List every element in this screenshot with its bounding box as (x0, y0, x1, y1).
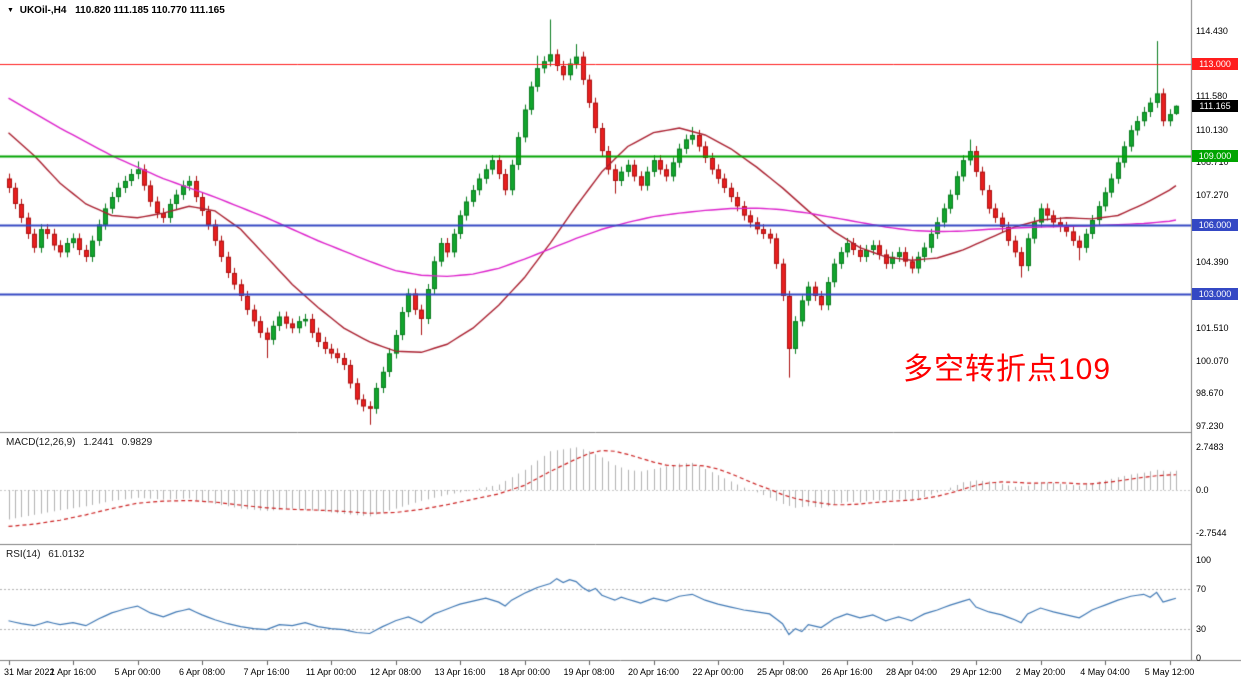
price-tick-label: 107.270 (1196, 190, 1229, 201)
time-tick-label: 29 Apr 12:00 (950, 667, 1002, 677)
time-tick-label: 25 Apr 08:00 (756, 667, 809, 677)
macd-signal-value: 0.9829 (121, 437, 153, 448)
time-tick-label: 5 May 12:00 (1144, 667, 1195, 677)
macd-panel-title: MACD(12,26,9) 1.2441 0.9829 (6, 437, 157, 448)
ohlc-values: 110.820 111.185 110.770 111.165 (75, 5, 225, 16)
rsi-value: 61.0132 (48, 549, 85, 560)
time-tick-label: 11 Apr 00:00 (305, 667, 357, 677)
hline-113-label: 113.000 (1192, 57, 1238, 70)
macd-tick-label: 0.0 (1196, 485, 1209, 495)
price-tick-label: 97.230 (1196, 421, 1224, 432)
price-tick-label: 100.070 (1196, 356, 1229, 367)
time-tick-label: 31 Mar 2022 (4, 667, 55, 677)
time-tick-label: 2 May 20:00 (1015, 667, 1066, 677)
time-tick-label: 28 Apr 04:00 (885, 667, 938, 677)
rsi-tick-label: 30 (1196, 623, 1207, 634)
price-scale[interactable]: 114.430 111.580 110.130 108.710 107.270 104.3… (1191, 0, 1241, 663)
macd-main-value: 1.2441 (83, 437, 114, 448)
time-tick-label: 22 Apr 00:00 (692, 667, 744, 677)
symbol-marker-icon: ▼ (7, 7, 14, 14)
hline-106-label: 106.000 (1192, 218, 1238, 231)
macd-tick-label: -2.7544 (1196, 527, 1227, 538)
hline-109-label: 109.000 (1192, 149, 1238, 162)
time-tick-label: 5 Apr 00:00 (114, 667, 161, 677)
current-price-label: 111.165 (1192, 99, 1238, 112)
price-tick-label: 101.510 (1196, 322, 1229, 333)
time-tick-label: 20 Apr 16:00 (627, 667, 680, 677)
chart-title: ▼ UKOil-,H4 110.820 111.185 110.770 111.… (7, 5, 225, 16)
rsi-tick-label: 0 (1196, 653, 1202, 663)
time-scale[interactable]: 31 Mar 2022 1 Apr 16:00 5 Apr 00:00 6 Apr 0… (0, 660, 1241, 692)
time-tick-label: 12 Apr 08:00 (369, 667, 422, 677)
price-tick-label: 110.130 (1196, 124, 1228, 135)
time-tick-label: 19 Apr 08:00 (563, 667, 615, 677)
rsi-tick-label: 100 (1196, 555, 1212, 565)
time-tick-label: 6 Apr 08:00 (178, 667, 226, 677)
symbol-period-label: UKOil-,H4 (19, 5, 67, 16)
time-tick-label: 18 Apr 00:00 (498, 667, 551, 677)
price-tick-label: 104.390 (1196, 256, 1229, 267)
time-tick-label: 13 Apr 16:00 (434, 667, 486, 677)
hline-103-label: 103.000 (1192, 287, 1238, 300)
price-tick-label: 108.710 (1196, 157, 1229, 168)
time-tick-label: 26 Apr 16:00 (821, 667, 873, 677)
rsi-tick-label: 70 (1196, 584, 1207, 595)
macd-tick-label: 2.7483 (1196, 442, 1224, 453)
time-tick-label: 7 Apr 16:00 (243, 667, 290, 677)
time-tick-label: 1 Apr 16:00 (49, 667, 97, 677)
price-tick-label: 114.430 (1196, 25, 1228, 36)
price-tick-label: 111.580 (1196, 91, 1228, 102)
rsi-panel-title: RSI(14) 61.0132 (6, 549, 89, 560)
macd-indicator-label: MACD(12,26,9) (6, 437, 76, 448)
rsi-indicator-label: RSI(14) (6, 549, 41, 560)
annotation-text: 多空转折点109 (903, 353, 1112, 386)
time-tick-label: 4 May 04:00 (1080, 667, 1130, 677)
price-tick-label: 98.670 (1196, 388, 1224, 399)
